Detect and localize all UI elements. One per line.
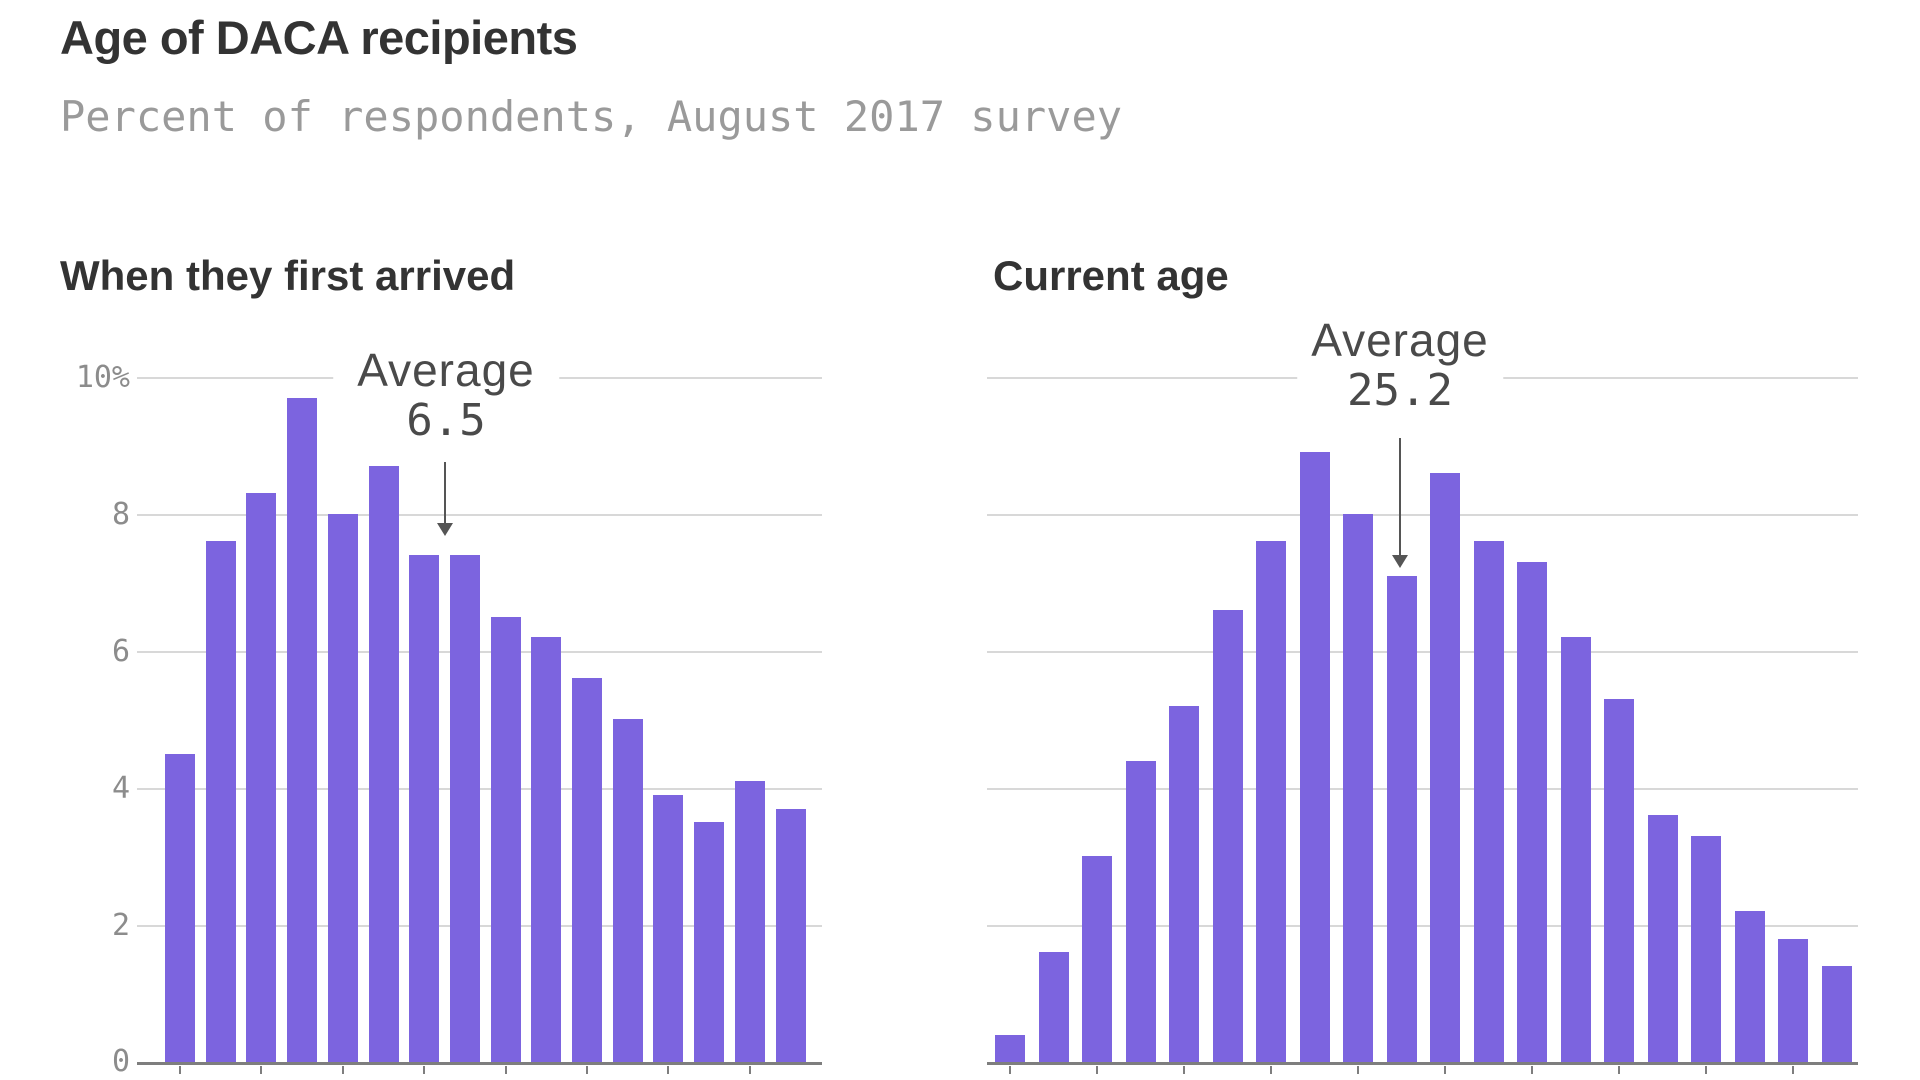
x-axis-tick xyxy=(1531,1066,1533,1074)
bar-age-5 xyxy=(369,466,399,1062)
x-axis-tick xyxy=(1705,1066,1707,1074)
bar-age-27 xyxy=(1474,541,1504,1062)
bar-age-35 xyxy=(1822,966,1852,1062)
bar-age-13 xyxy=(694,822,724,1062)
x-axis-tick xyxy=(1792,1066,1794,1074)
x-axis-tick xyxy=(341,1066,344,1074)
y-tick-label: 0 xyxy=(111,1044,130,1079)
x-axis-line xyxy=(987,1062,1858,1065)
x-axis-tick xyxy=(1357,1066,1359,1074)
x-axis-tick xyxy=(179,1066,181,1074)
bar-age-31 xyxy=(1648,815,1678,1062)
bar-age-30 xyxy=(1604,699,1634,1062)
gridline xyxy=(137,514,822,516)
bar-age-6 xyxy=(409,555,439,1062)
page-title: Age of DACA recipients xyxy=(60,11,578,64)
left-average-value: 6.5 xyxy=(356,396,536,446)
gridline xyxy=(987,788,1858,790)
x-axis-tick xyxy=(1444,1066,1446,1074)
x-axis-tick xyxy=(586,1066,588,1074)
y-tick-label: 2 xyxy=(111,908,130,943)
x-axis-tick xyxy=(667,1066,670,1074)
y-tick-label: 10% xyxy=(75,360,130,395)
bar-age-11 xyxy=(613,719,643,1062)
bar-age-34 xyxy=(1778,939,1808,1062)
x-axis-tick xyxy=(1009,1066,1011,1074)
right-chart-heading: Current age xyxy=(993,252,1229,299)
x-axis-tick xyxy=(1618,1066,1620,1074)
x-axis-tick xyxy=(748,1066,751,1074)
x-axis-tick xyxy=(504,1066,507,1074)
bar-age-22 xyxy=(1256,541,1286,1062)
right-average-arrow-head xyxy=(1392,555,1408,568)
y-tick-label: 6 xyxy=(111,634,130,669)
bar-age-4 xyxy=(328,514,358,1062)
bar-age-10 xyxy=(572,678,602,1062)
bar-age-28 xyxy=(1517,562,1547,1062)
bar-age-12 xyxy=(653,795,683,1062)
bar-age-3 xyxy=(287,398,317,1062)
bar-age-32 xyxy=(1691,836,1721,1062)
x-axis-tick xyxy=(423,1066,426,1074)
page-subtitle: Percent of respondents, August 2017 surv… xyxy=(60,92,1123,141)
gridline xyxy=(987,514,1858,516)
right-average-annotation: Average 25.2 xyxy=(1287,314,1513,416)
x-axis-tick xyxy=(1183,1066,1185,1074)
bar-age-24 xyxy=(1343,514,1373,1062)
bar-age-8 xyxy=(491,617,521,1062)
bar-age-9 xyxy=(531,637,561,1062)
bar-age-14 xyxy=(735,781,765,1062)
bar-age-21 xyxy=(1213,610,1243,1062)
bar-age-7 xyxy=(450,555,480,1062)
y-tick-label: 4 xyxy=(111,771,130,806)
right-average-value: 25.2 xyxy=(1297,366,1503,416)
left-chart-heading: When they first arrived xyxy=(60,252,516,299)
bar-age-19 xyxy=(1126,761,1156,1062)
bar-age-17 xyxy=(1039,952,1069,1062)
gridline xyxy=(987,925,1858,927)
bar-age-16 xyxy=(995,1035,1025,1062)
bar-age-29 xyxy=(1561,637,1591,1062)
x-axis-line xyxy=(137,1062,822,1065)
x-axis-tick xyxy=(260,1066,263,1074)
right-average-arrow xyxy=(1399,438,1401,556)
bar-age-1 xyxy=(206,541,236,1062)
x-axis-tick xyxy=(1096,1066,1098,1074)
bar-age-25 xyxy=(1387,576,1417,1062)
x-axis-tick xyxy=(1270,1066,1272,1074)
bar-age-18 xyxy=(1082,856,1112,1062)
y-tick-label: 8 xyxy=(111,497,130,532)
bar-age-2 xyxy=(246,493,276,1062)
bar-age-23 xyxy=(1300,452,1330,1062)
bar-age-15 xyxy=(776,809,806,1062)
bar-age-33 xyxy=(1735,911,1765,1062)
left-average-label: Average xyxy=(333,344,559,396)
bar-age-0 xyxy=(165,754,195,1062)
left-average-arrow-head xyxy=(437,523,453,536)
bar-age-26 xyxy=(1430,473,1460,1062)
left-average-annotation: Average 6.5 xyxy=(333,344,559,446)
bar-age-20 xyxy=(1169,706,1199,1062)
gridline xyxy=(987,651,1858,653)
right-average-label: Average xyxy=(1287,314,1513,366)
left-average-arrow xyxy=(444,462,446,524)
